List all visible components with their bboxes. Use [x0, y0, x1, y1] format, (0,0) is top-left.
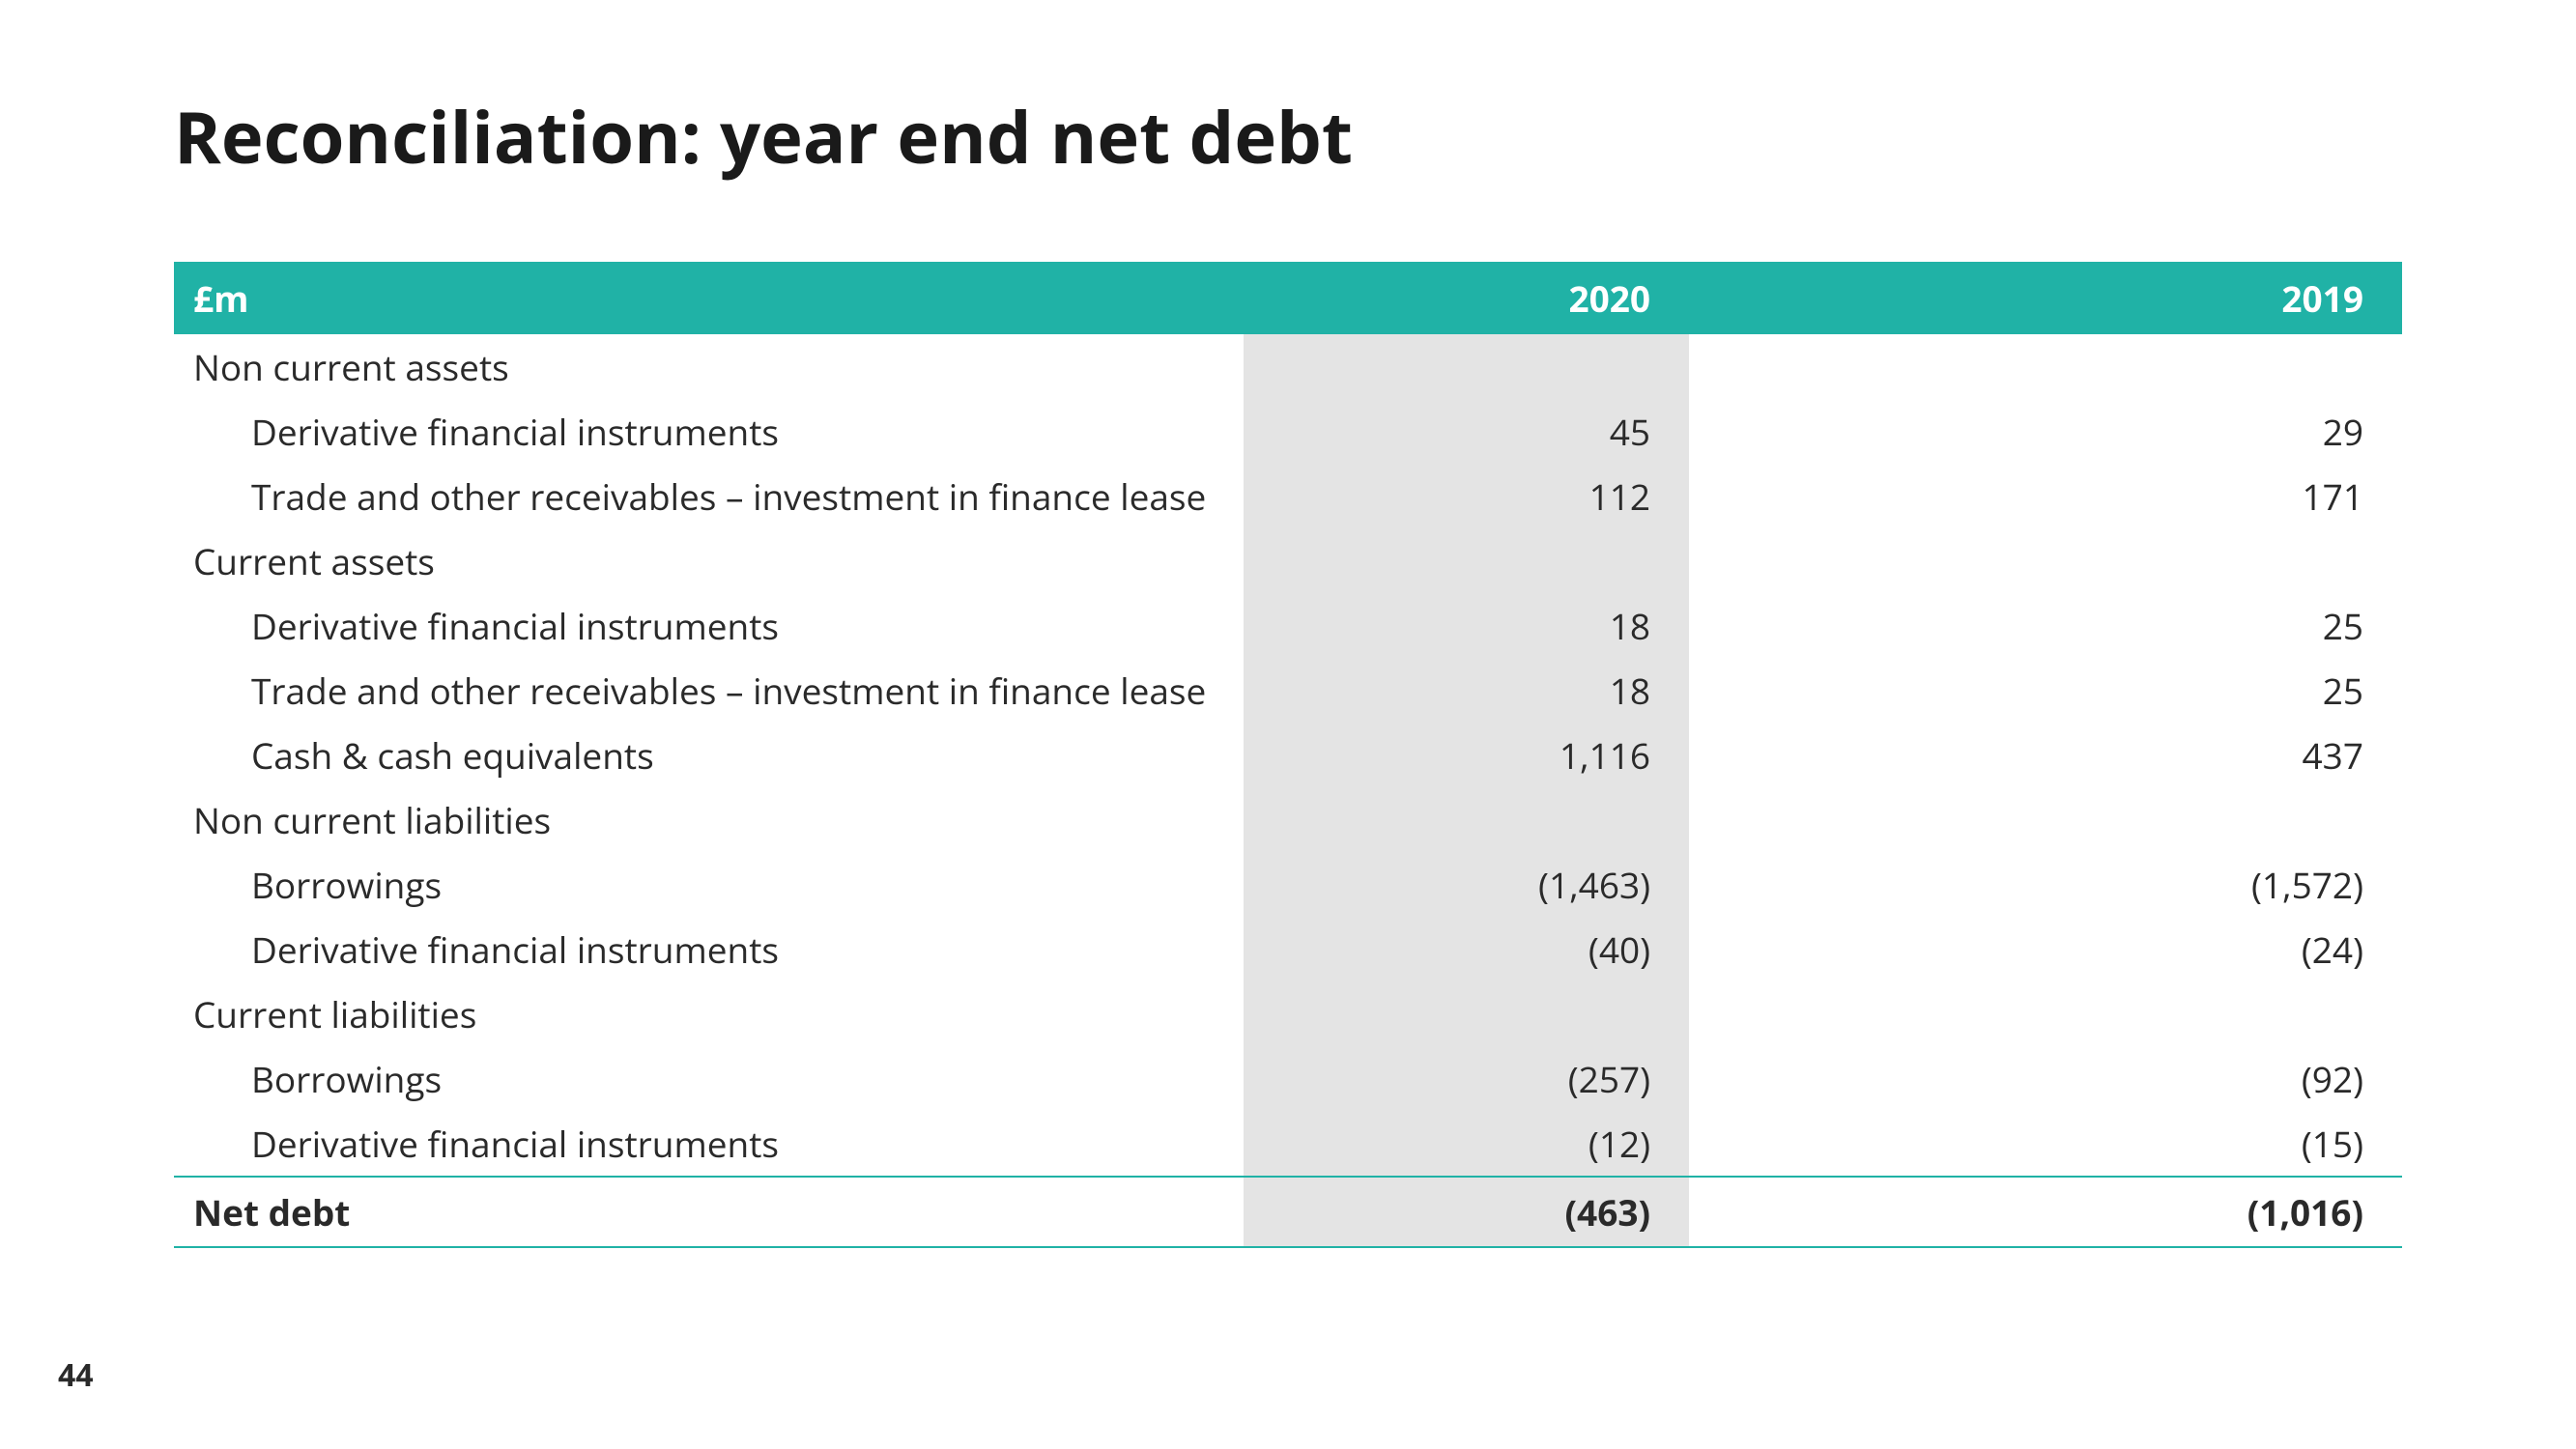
- row-value-2019: 437: [1689, 723, 2402, 787]
- row-value-2019: (24): [1689, 917, 2402, 981]
- row-value-2019: (15): [1689, 1111, 2402, 1177]
- page-number: 44: [58, 1354, 94, 1396]
- row-label: Current assets: [174, 528, 1244, 593]
- table-row: Current assets: [174, 528, 2402, 593]
- table-row: Non current assets: [174, 334, 2402, 399]
- table-row: Borrowings(257)(92): [174, 1046, 2402, 1111]
- slide: Reconciliation: year end net debt £m 202…: [0, 0, 2576, 1248]
- row-value-2019: [1689, 787, 2402, 852]
- row-value-2019: 25: [1689, 658, 2402, 723]
- table-row: Cash & cash equivalents1,116437: [174, 723, 2402, 787]
- row-value-2020: 18: [1244, 658, 1689, 723]
- row-value-2020: [1244, 981, 1689, 1046]
- row-label: Derivative financial instruments: [174, 917, 1244, 981]
- col-header-2020: 2020: [1244, 262, 1689, 334]
- row-value-2020: 18: [1244, 593, 1689, 658]
- row-label: Borrowings: [174, 852, 1244, 917]
- table-row: Non current liabilities: [174, 787, 2402, 852]
- row-label: Current liabilities: [174, 981, 1244, 1046]
- table-row: Derivative financial instruments(40)(24): [174, 917, 2402, 981]
- total-value-2020: (463): [1244, 1177, 1689, 1247]
- row-value-2019: 29: [1689, 399, 2402, 464]
- row-value-2020: [1244, 787, 1689, 852]
- total-value-2019: (1,016): [1689, 1177, 2402, 1247]
- row-value-2019: (92): [1689, 1046, 2402, 1111]
- row-label: Derivative financial instruments: [174, 593, 1244, 658]
- row-label: Derivative financial instruments: [174, 1111, 1244, 1177]
- table-header-row: £m 2020 2019: [174, 262, 2402, 334]
- row-value-2020: (12): [1244, 1111, 1689, 1177]
- row-value-2020: (40): [1244, 917, 1689, 981]
- table-row: Trade and other receivables – investment…: [174, 464, 2402, 528]
- row-label: Trade and other receivables – investment…: [174, 658, 1244, 723]
- row-label: Cash & cash equivalents: [174, 723, 1244, 787]
- table-row: Derivative financial instruments(12)(15): [174, 1111, 2402, 1177]
- total-label: Net debt: [174, 1177, 1244, 1247]
- reconciliation-table: £m 2020 2019 Non current assetsDerivativ…: [174, 262, 2402, 1248]
- row-value-2020: (257): [1244, 1046, 1689, 1111]
- row-label: Trade and other receivables – investment…: [174, 464, 1244, 528]
- row-value-2020: 1,116: [1244, 723, 1689, 787]
- row-label: Non current assets: [174, 334, 1244, 399]
- col-header-2019: 2019: [1689, 262, 2402, 334]
- row-value-2020: [1244, 528, 1689, 593]
- row-label: Non current liabilities: [174, 787, 1244, 852]
- table-row: Borrowings(1,463)(1,572): [174, 852, 2402, 917]
- row-value-2019: [1689, 981, 2402, 1046]
- row-value-2020: [1244, 334, 1689, 399]
- table-row: Derivative financial instruments4529: [174, 399, 2402, 464]
- total-row: Net debt(463)(1,016): [174, 1177, 2402, 1247]
- row-value-2019: 25: [1689, 593, 2402, 658]
- row-value-2019: [1689, 528, 2402, 593]
- row-value-2019: (1,572): [1689, 852, 2402, 917]
- row-value-2019: [1689, 334, 2402, 399]
- row-label: Derivative financial instruments: [174, 399, 1244, 464]
- row-value-2020: 112: [1244, 464, 1689, 528]
- row-label: Borrowings: [174, 1046, 1244, 1111]
- row-value-2020: 45: [1244, 399, 1689, 464]
- row-value-2019: 171: [1689, 464, 2402, 528]
- table-row: Trade and other receivables – investment…: [174, 658, 2402, 723]
- page-title: Reconciliation: year end net debt: [174, 87, 2402, 185]
- row-value-2020: (1,463): [1244, 852, 1689, 917]
- table-row: Derivative financial instruments1825: [174, 593, 2402, 658]
- table-row: Current liabilities: [174, 981, 2402, 1046]
- col-header-label: £m: [174, 262, 1244, 334]
